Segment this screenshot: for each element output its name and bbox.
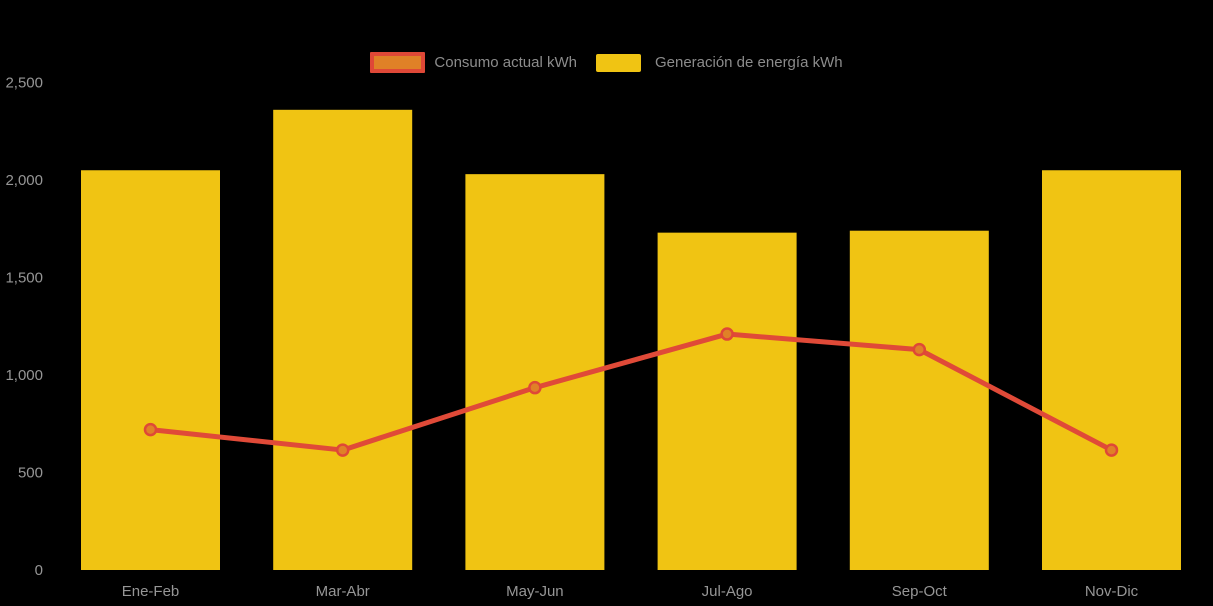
consumo-line [148,331,1114,453]
x-axis-label-Sep-Oct: Sep-Oct [892,583,948,600]
consumo-point-Mar-Abr[interactable] [335,443,350,457]
y-axis-tick-label: 0 [35,562,43,579]
bar-generacion-Sep-Oct[interactable] [849,230,989,570]
x-axis-label-Mar-Abr: Mar-Abr [316,583,370,600]
y-axis-tick-label: 1,500 [5,270,43,287]
y-axis-tick-label: 500 [18,465,43,482]
legend: Consumo actual kWh Generación de energía… [0,52,1213,73]
y-axis-tick-label: 2,500 [5,75,43,92]
bar-generacion-May-Jun[interactable] [465,174,605,570]
y-axis-tick-label: 1,000 [5,367,43,384]
consumo-point-May-Jun[interactable] [528,380,542,395]
consumo-point-Nov-Dic[interactable] [1104,443,1119,457]
legend-label-generacion: Generación de energía kWh [654,54,843,71]
legend-item-consumo[interactable]: Consumo actual kWh [370,52,577,73]
x-axis-label-Ene-Feb: Ene-Feb [122,583,180,600]
bar-generacion-Ene-Feb[interactable] [81,170,220,570]
legend-label-consumo: Consumo actual kWh [434,54,577,71]
x-axis-label-Jul-Ago: Jul-Ago [702,583,753,600]
bar-generacion-Mar-Abr[interactable] [273,109,413,571]
generacion-bar-swatch-icon [595,53,641,72]
bar-generacion-Nov-Dic[interactable] [1042,170,1181,570]
consumo-line-swatch-icon [370,52,426,73]
y-axis-tick-label: 2,000 [5,172,43,189]
consumo-point-Sep-Oct[interactable] [912,342,927,357]
bar-generacion-Jul-Ago[interactable] [657,232,797,570]
consumo-point-Ene-Feb[interactable] [143,422,158,437]
legend-item-generacion[interactable]: Generación de energía kWh [591,53,843,72]
consumo-point-Jul-Ago[interactable] [720,327,734,341]
x-axis-label-Nov-Dic: Nov-Dic [1085,583,1139,600]
x-axis-label-May-Jun: May-Jun [506,583,564,600]
